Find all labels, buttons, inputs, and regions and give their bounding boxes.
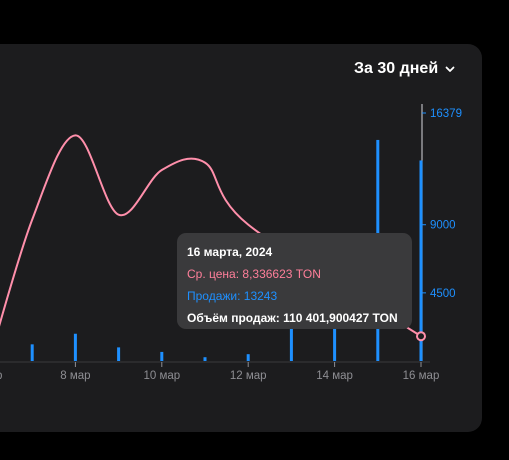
chart-tooltip: 16 марта, 2024 Ср. цена: 8,336623 TON Пр… <box>177 233 412 329</box>
sales-bar <box>73 333 77 361</box>
x-tick-label: 8 мар <box>60 370 90 382</box>
sales-bar <box>30 344 34 361</box>
y-tick-label: 4500 <box>430 288 456 300</box>
x-tick-label: 14 мар <box>316 370 353 382</box>
sales-bar <box>117 347 121 361</box>
sales-bar <box>419 160 423 361</box>
chevron-down-icon <box>445 66 455 72</box>
x-tick-label: 10 мар <box>143 370 180 382</box>
x-tick-label: р <box>0 370 2 382</box>
period-selector[interactable]: За 30 дней <box>354 60 456 78</box>
sales-bar <box>289 306 293 361</box>
sales-bar <box>203 357 207 361</box>
x-tick-label: 12 мар <box>230 370 267 382</box>
tooltip-volume: Объём продаж: 110 401,900427 TON <box>187 311 398 325</box>
sales-bar <box>160 351 164 361</box>
y-tick-label: 16379 <box>430 108 462 120</box>
tooltip-sales: Продажи: 13243 <box>187 289 278 303</box>
sales-bar <box>246 354 250 361</box>
tooltip-avg-price: Ср. цена: 8,336623 TON <box>187 267 321 281</box>
period-label: За 30 дней <box>354 60 439 77</box>
tooltip-date: 16 марта, 2024 <box>187 245 273 259</box>
y-tick-label: 9000 <box>430 220 456 232</box>
price-point-marker <box>416 331 426 342</box>
avg-price-line <box>0 134 422 338</box>
x-tick-label: 16 мар <box>403 370 440 382</box>
